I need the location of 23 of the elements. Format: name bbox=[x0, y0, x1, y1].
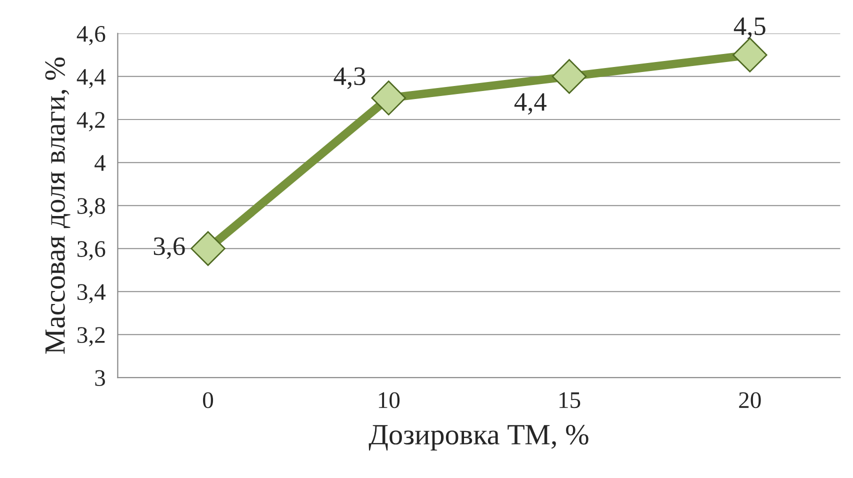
data-label: 4,5 bbox=[734, 18, 766, 39]
y-axis-title: Массовая доля влаги, % bbox=[45, 58, 70, 354]
point bbox=[371, 80, 406, 116]
x-axis-title: Дозировка ТМ, % bbox=[368, 424, 588, 450]
y-tick-label: 3,2 bbox=[78, 327, 105, 346]
y-tick-label: 4,6 bbox=[76, 26, 106, 46]
y-tick-label: 3 bbox=[95, 370, 105, 386]
point bbox=[552, 59, 587, 94]
x-tick-label: 0 bbox=[203, 392, 214, 408]
data-label: 3,6 bbox=[154, 237, 185, 259]
x-tick-label: 15 bbox=[560, 392, 580, 408]
data-label: 4,4 bbox=[514, 93, 546, 115]
y-tick-label: 3,8 bbox=[78, 198, 106, 218]
y-tick-label: 3,4 bbox=[78, 284, 106, 304]
y-tick-label: 4,4 bbox=[76, 69, 106, 88]
y-tick-label: 4 bbox=[94, 155, 106, 171]
data-label: 4,3 bbox=[334, 67, 366, 89]
point bbox=[732, 38, 768, 72]
x-tick-label: 10 bbox=[378, 392, 400, 408]
x-tick-label: 20 bbox=[739, 392, 761, 408]
y-tick-label: 4,2 bbox=[76, 112, 105, 132]
y-tick-label: 3,6 bbox=[78, 241, 106, 260]
point bbox=[190, 231, 226, 266]
